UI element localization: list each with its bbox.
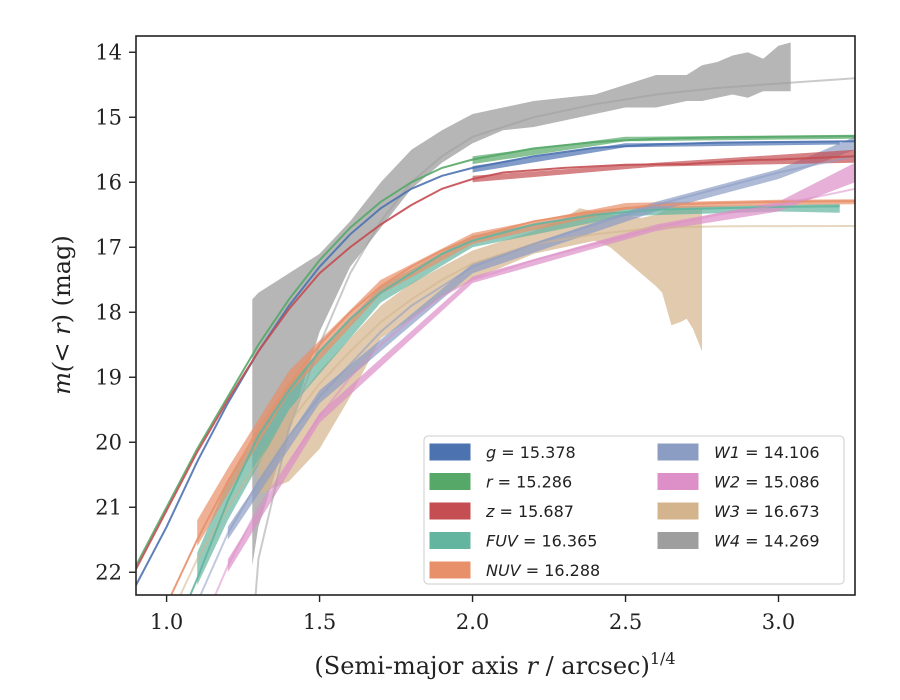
legend-swatch-w3 [657,502,699,520]
x-tick-label: 2.5 [609,610,642,634]
series-line-fuv [189,205,840,595]
series-line-z [136,155,855,570]
series-line-r [136,135,855,567]
series-line-g [136,140,855,586]
series-line-nuv [170,200,855,595]
legend-label-w1: W1 = 14.106 [714,443,820,462]
series-band-r [472,134,855,165]
legend-label-z: z = 15.687 [485,502,574,521]
x-tick-label: 2.0 [456,610,489,634]
plot-frame [135,35,856,596]
x-axis: 1.0 1.5 2.0 2.5 3.0 [150,595,795,634]
y-axis-label: m(< r) (mag) [48,235,76,395]
series-band-w4 [252,42,791,566]
series-band-z [472,149,855,183]
y-tick-label: 18 [95,300,122,324]
x-tick-label: 1.0 [150,610,183,634]
legend: g = 15.378 r = 15.286 z = 15.687 FUV = 16.3… [423,435,845,585]
legend-label-fuv: FUV = 16.365 [486,532,597,551]
series-band-w2 [227,162,855,573]
y-tick-label: 17 [95,235,122,259]
y-axis-label-pre: m( [48,362,76,395]
x-axis-label-var: r [526,652,539,680]
y-tick-label: 21 [95,495,122,519]
x-tick-label: 3.0 [762,610,795,634]
x-tick-label: 1.5 [303,610,336,634]
legend-label-g: g = 15.378 [486,443,576,462]
y-tick-label: 19 [95,365,122,389]
series-line-w1 [199,155,855,595]
y-axis-label-mid: < r [48,322,76,363]
y-tick-label: 20 [95,430,122,454]
series-line-w3 [179,225,855,595]
x-axis-label-unit: / arcsec) [538,652,650,680]
y-tick-label: 22 [95,560,122,584]
legend-swatch-w2 [657,473,699,490]
legend-swatch-z [429,502,471,520]
series-layer [136,42,855,595]
x-axis-label-exponent: 1/4 [650,649,676,668]
legend-swatch-w4 [657,532,699,549]
legend-label-nuv: NUV = 16.288 [486,561,600,580]
y-tick-label: 14 [95,40,122,64]
legend-swatch-fuv [429,532,471,549]
legend-frame [423,435,845,585]
x-axis-label-main: (Semi-major axis [314,652,526,680]
y-tick-label: 15 [95,105,122,129]
series-band-g [472,141,840,173]
y-tick-label: 16 [95,170,122,194]
series-line-w4 [254,77,855,595]
legend-swatch-w1 [657,443,699,461]
legend-swatch-g [429,443,471,461]
x-axis-label: (Semi-major axis r / arcsec)1/4 [314,649,675,680]
legend-label-w3: W3 = 16.673 [714,502,820,521]
legend-label-w4: W4 = 14.269 [714,532,820,551]
series-line-w2 [214,187,855,595]
legend-swatch-r [429,473,471,490]
legend-swatch-nuv [429,561,471,579]
y-axis-label-post: ) (mag) [48,235,76,323]
y-axis: 14 15 16 17 18 19 20 21 22 [95,40,136,584]
legend-label-w2: W2 = 15.086 [714,473,820,492]
legend-label-r: r = 15.286 [486,473,572,492]
